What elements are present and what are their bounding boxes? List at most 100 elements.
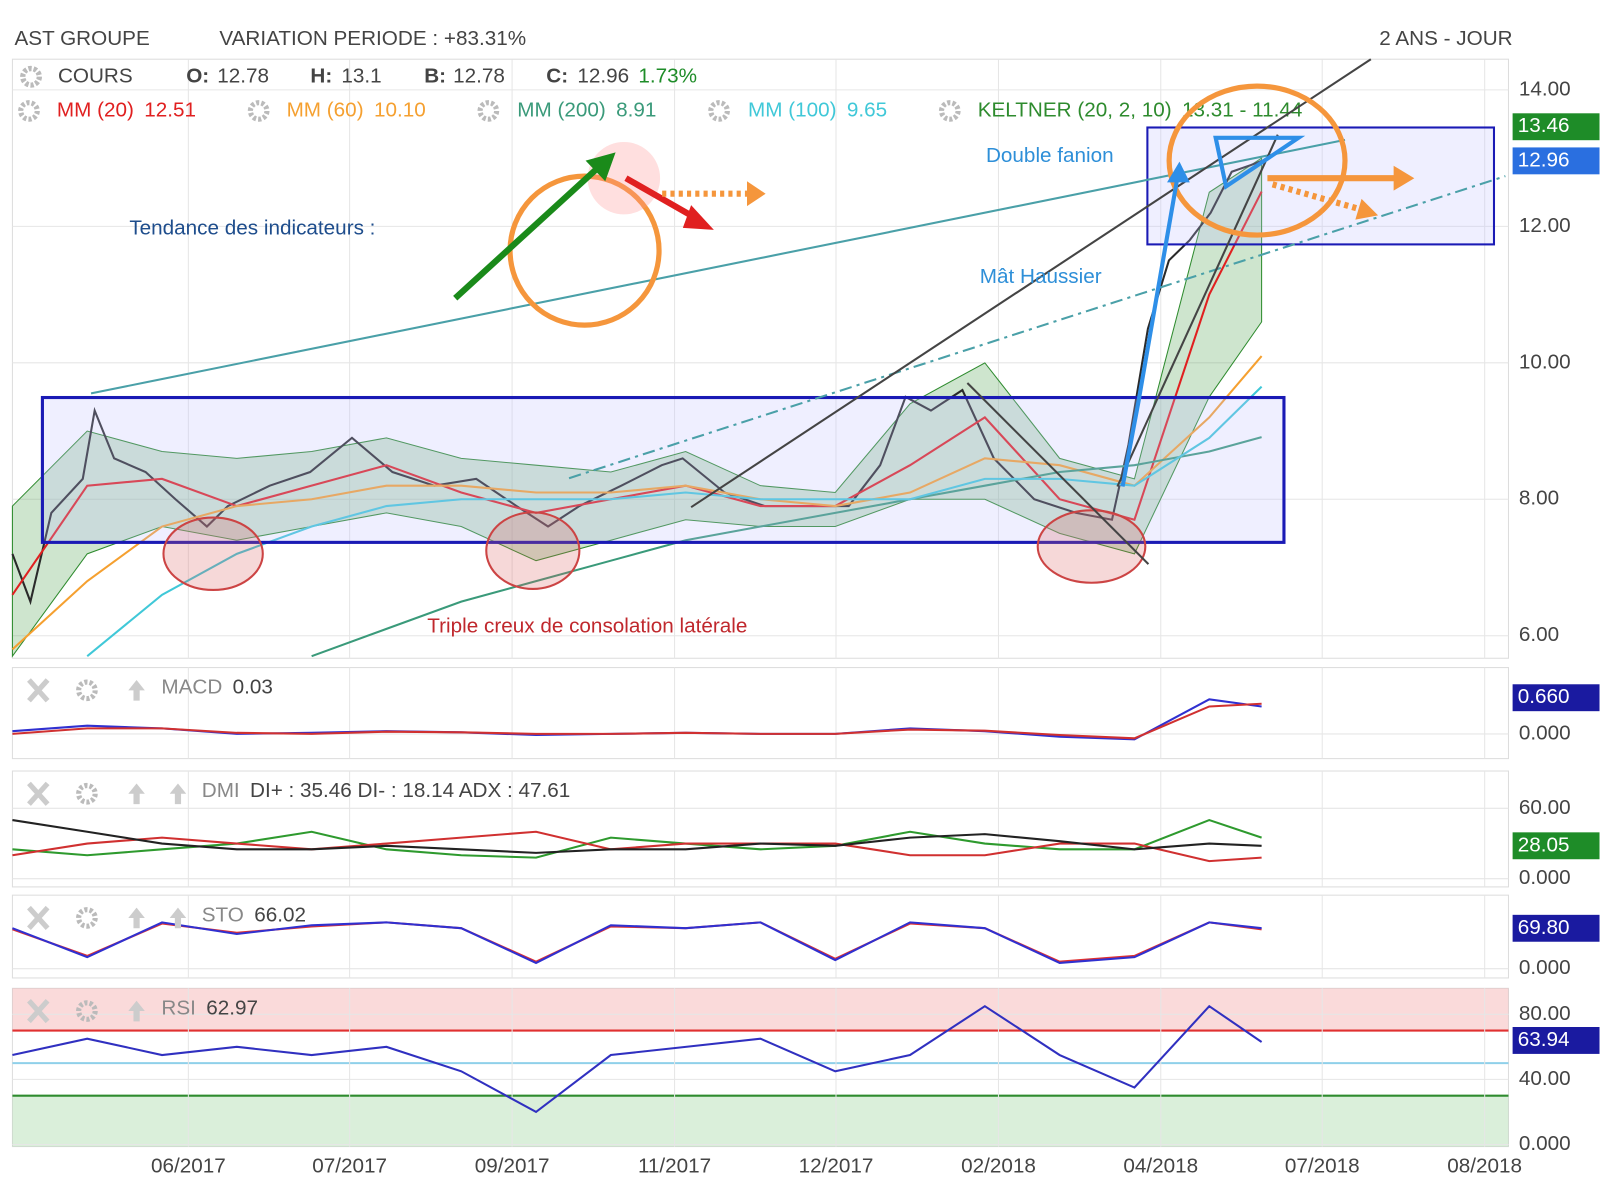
annotation: Triple creux de consolation latérale [427,615,747,638]
legend-value: 9.65 [847,98,887,121]
series-line [86,385,1263,657]
move-icon [169,783,187,805]
trend-line [690,58,1372,509]
badge-label: 69.80 [1518,916,1570,939]
x-tick-label: 07/2018 [1285,1155,1360,1178]
legend-name: MM (100) [748,98,837,121]
gear-icon [20,65,42,88]
series-line [12,1004,1263,1114]
pennant-box [1146,126,1496,246]
keltner-band [11,157,1263,658]
value-badge [1512,1027,1600,1054]
value-badge [1512,113,1600,141]
open: 12.78 [217,64,269,87]
gear-icon [18,100,40,122]
legend-name: KELTNER (20, 2, 10) [978,98,1172,121]
panel: 0.000 0.660 MACD 0.03 [11,667,1600,760]
indicator-value: DI+ : 35.46 DI- : 18.14 ADX : 47.61 [250,779,570,802]
trough [485,511,581,590]
high: 13.1 [341,64,381,87]
annotation: Mât Haussier [980,265,1102,288]
series-line [12,819,1262,854]
indicator-title: MACD [161,676,222,699]
value-badge [1512,832,1600,860]
y-tick-label: 0.000 [1519,721,1571,744]
gear-icon [76,1000,98,1022]
mast [1120,165,1182,487]
overbought-zone [12,988,1509,1031]
arrow-up [453,163,603,301]
trough [1036,509,1147,584]
badge-label: 63.94 [1518,1028,1570,1051]
indicator-value: 0.03 [233,676,273,699]
trough [162,516,264,592]
circle [1166,83,1348,238]
panels: 6.008.0010.0012.0014.0013.4612.960.0000.… [11,58,1600,1178]
series-line [11,191,1263,596]
oversold-zone [12,1095,1509,1147]
value-badge [1512,914,1600,942]
gear-icon [76,907,98,929]
y-tick-label: 0.000 [1519,866,1571,889]
variation: VARIATION PERIODE : +83.31% [219,27,526,50]
legend-value: 10.10 [374,98,426,121]
series-line [12,921,1262,965]
legend: COURS O: 12.78 H: 13.1 B: 12.78 C: 12.96… [18,64,1302,122]
arrow-head [1167,161,1190,183]
close-icon [27,678,50,703]
move-icon [128,783,145,805]
x-tick-label: 04/2018 [1123,1155,1198,1178]
panel-frame [11,770,1509,888]
panel-frame [11,667,1509,760]
change: 1.73% [638,64,697,87]
indicator-title: RSI [161,996,196,1019]
y-tick-label: 0.000 [1519,1132,1571,1155]
close: 12.96 [577,64,629,87]
badge-label: 13.46 [1518,114,1570,137]
trend-line [90,138,1346,395]
indicator-value: 62.97 [206,996,258,1019]
legend-name: MM (20) [57,98,134,121]
badge-label: 0.660 [1518,685,1570,708]
gear-icon [76,782,98,805]
trend-line [966,382,1150,565]
stock-name: AST GROUPE [14,27,149,50]
y-tick-label: 40.00 [1519,1067,1571,1090]
series-line [12,818,1262,859]
arrow-head [1355,198,1379,220]
arrow-down [624,175,700,223]
value-badge [1512,147,1600,175]
badge-label: 28.05 [1518,833,1570,856]
gear-icon [938,100,961,122]
annotations: Tendance des indicateurs : Double fanion… [40,58,1506,638]
annotation: Double fanion [986,144,1114,167]
close-label: C: [546,64,568,87]
legend-name: MM (60) [287,98,364,121]
indicator-title: STO [202,903,244,926]
x-tick-label: 09/2017 [475,1155,550,1178]
badge-label: 12.96 [1518,148,1570,171]
series-line [11,159,1262,606]
value-badge [1512,684,1600,712]
panel: 0.000 40.00 80.00 63.94 RSI 62.97 [11,987,1600,1155]
y-tick-label: 12.00 [1519,214,1571,237]
pennant [1213,135,1306,190]
circle [587,141,661,215]
low: 12.78 [453,64,505,87]
indicator-value: 66.02 [254,903,306,926]
range-box [40,395,1286,544]
gear-icon [708,100,730,122]
y-tick-label: 60.00 [1519,796,1571,819]
arrow-head [746,181,766,207]
arrow-head [682,205,714,230]
gear-icon [76,679,98,702]
y-tick-label: 14.00 [1519,77,1571,100]
cours-label: COURS [58,64,133,87]
panel: 0.000 69.80 STO 66.02 [11,894,1600,979]
gear-icon [247,100,270,122]
legend-value: 12.51 [144,98,196,121]
close-icon [27,781,50,806]
x-tick-label: 12/2017 [799,1155,874,1178]
annotation: Tendance des indicateurs : [129,216,375,239]
